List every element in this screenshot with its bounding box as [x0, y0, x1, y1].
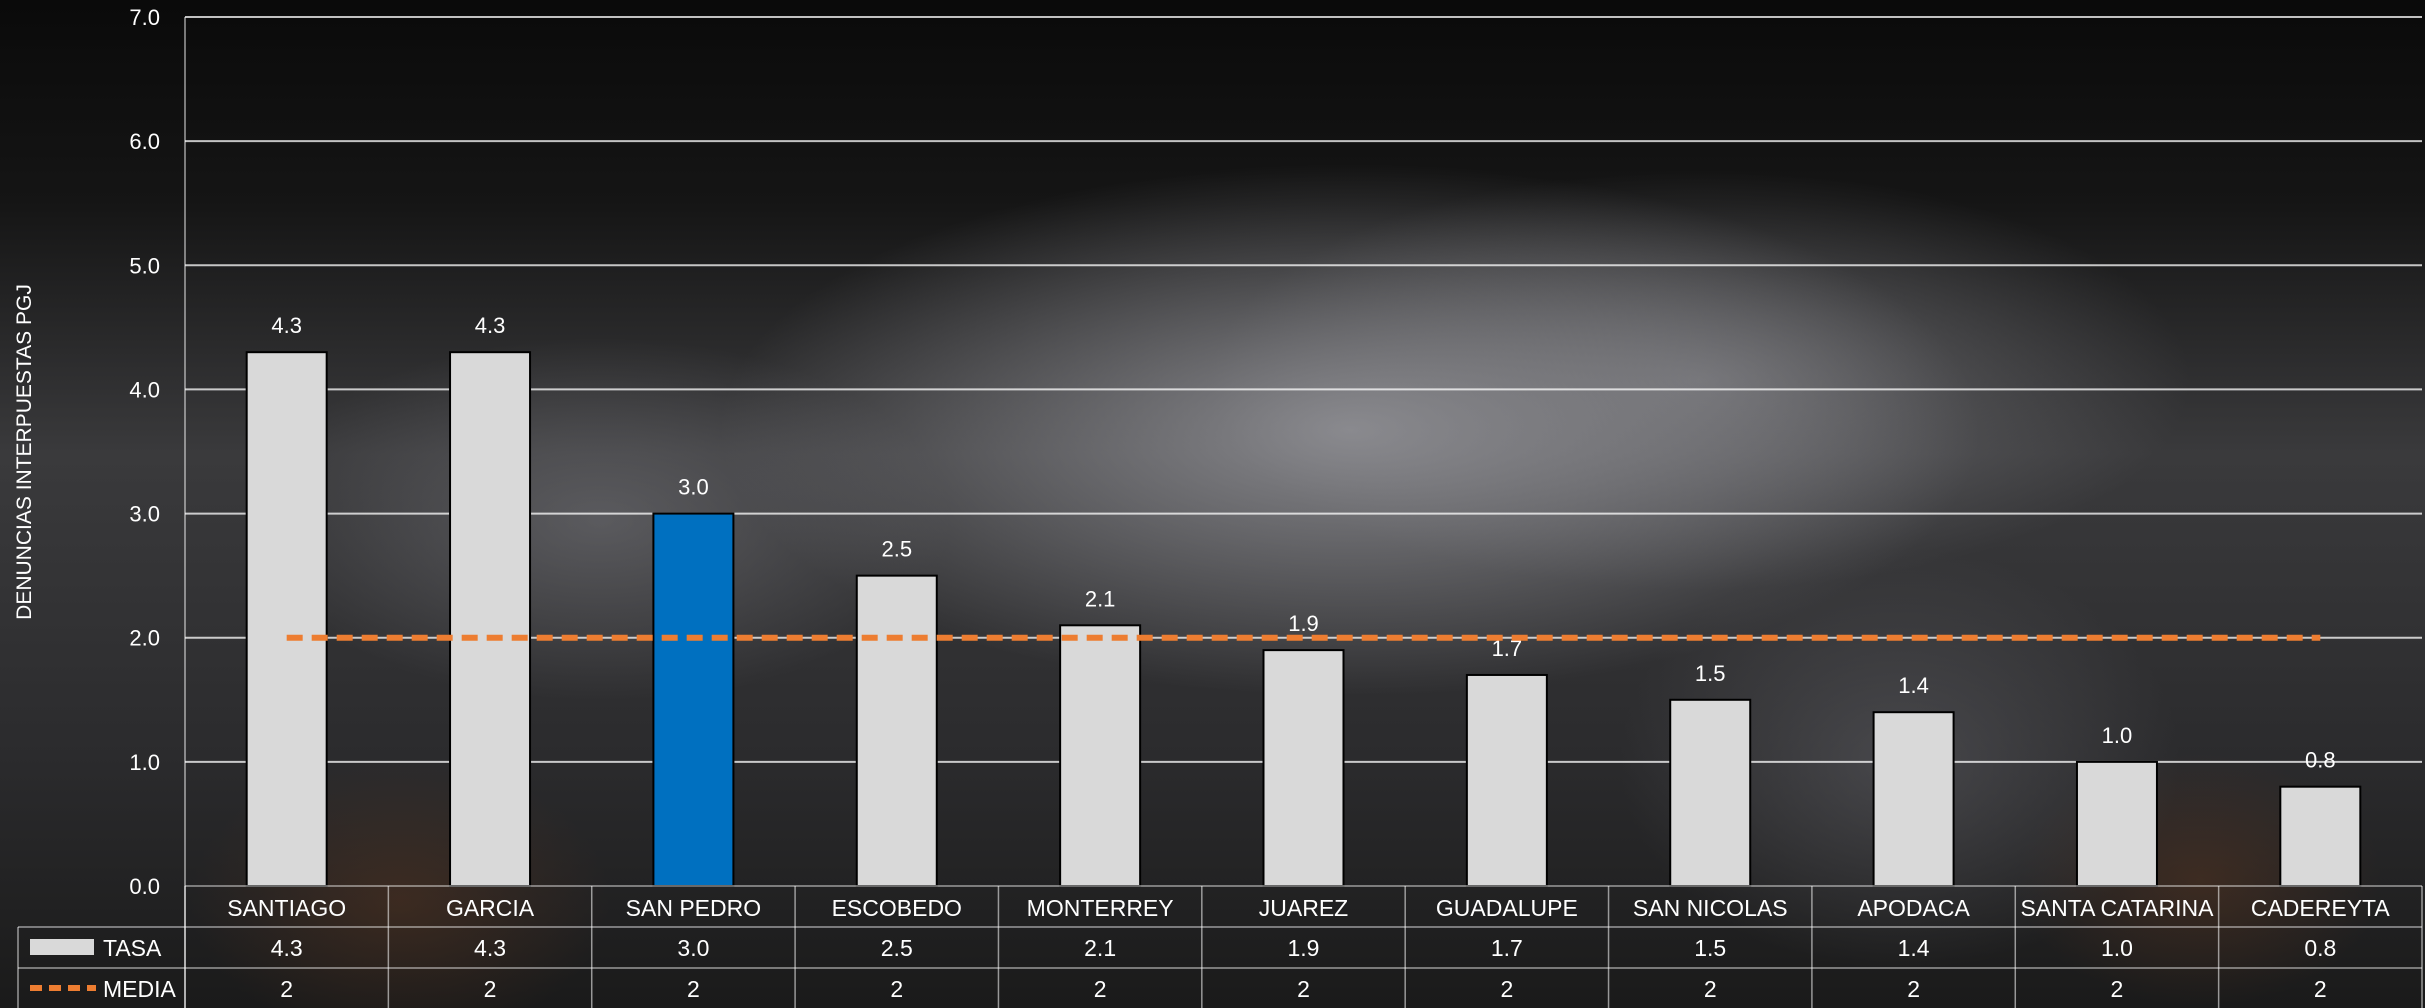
category-label: SANTA CATARINA	[2020, 895, 2214, 921]
bar-data-label: 0.8	[2305, 748, 2336, 773]
bar	[1872, 711, 1955, 888]
category-label: SAN NICOLAS	[1633, 895, 1788, 921]
category-label: ESCOBEDO	[832, 895, 962, 921]
media-value-cell: 2	[1297, 976, 1310, 1002]
media-value-cell: 2	[2314, 976, 2327, 1002]
category-label: GARCIA	[446, 895, 535, 921]
bar	[2075, 760, 2158, 887]
media-value-cell: 2	[1907, 976, 1920, 1002]
bar-data-label: 1.4	[1898, 673, 1929, 698]
bar-data-label: 4.3	[475, 313, 506, 338]
category-label: MONTERREY	[1027, 895, 1174, 921]
bars	[245, 351, 2362, 888]
category-label: APODACA	[1857, 895, 1970, 921]
media-value-cell: 2	[484, 976, 497, 1002]
tasa-legend-key	[30, 939, 94, 955]
gridlines	[184, 16, 2422, 1008]
media-value-cell: 2	[280, 976, 293, 1002]
category-label: SANTIAGO	[227, 895, 346, 921]
bar-data-label: 4.3	[271, 313, 302, 338]
bar	[245, 351, 328, 887]
category-label: CADEREYTA	[2251, 895, 2391, 921]
bar	[2279, 785, 2362, 888]
y-axis-ticks: 0.0 1.0 2.0 3.0 4.0 5.0 6.0 7.0	[129, 5, 160, 899]
tasa-value-cell: 1.9	[1288, 935, 1320, 961]
tasa-value-cell: 1.7	[1491, 935, 1523, 961]
y-tick-label: 6.0	[129, 129, 160, 154]
y-tick-label: 3.0	[129, 502, 160, 527]
tasa-series-name: TASA	[103, 935, 162, 961]
y-tick-label: 1.0	[129, 750, 160, 775]
bar	[1465, 673, 1548, 888]
bar-data-label: 1.5	[1695, 661, 1726, 686]
media-value-cell: 2	[1500, 976, 1513, 1002]
media-series-name: MEDIA	[103, 976, 177, 1002]
category-label: GUADALUPE	[1436, 895, 1578, 921]
bar	[855, 574, 938, 888]
y-axis-label: DENUNCIAS INTERPUESTAS PGJ	[13, 284, 36, 620]
media-value-cell: 2	[687, 976, 700, 1002]
bar	[652, 512, 735, 887]
bar-data-label: 1.9	[1288, 611, 1319, 636]
media-value-cell: 2	[1094, 976, 1107, 1002]
category-label: JUAREZ	[1259, 895, 1348, 921]
y-tick-label: 2.0	[129, 626, 160, 651]
tasa-value-cell: 1.4	[1898, 935, 1930, 961]
bar-data-label: 3.0	[678, 475, 709, 500]
tasa-value-cell: 1.5	[1694, 935, 1726, 961]
media-value-cell: 2	[1704, 976, 1717, 1002]
bar-data-labels: 4.3 4.33.02.52.11.91.71.5 1.41.00.8	[271, 313, 2335, 773]
bar	[1669, 698, 1752, 887]
y-tick-label: 4.0	[129, 377, 160, 402]
tasa-value-cell: 0.8	[2304, 935, 2336, 961]
bar-data-label: 2.5	[881, 537, 912, 562]
bar	[1059, 624, 1142, 887]
bar	[1262, 649, 1345, 888]
media-value-cell: 2	[2111, 976, 2124, 1002]
bar-data-label: 2.1	[1085, 586, 1116, 611]
tasa-value-cell: 2.5	[881, 935, 913, 961]
category-label: SAN PEDRO	[626, 895, 761, 921]
tasa-value-cell: 4.3	[271, 935, 303, 961]
bar	[449, 351, 532, 887]
media-value-cell: 2	[890, 976, 903, 1002]
tasa-value-cell: 1.0	[2101, 935, 2133, 961]
bar-data-label: 1.0	[2102, 723, 2133, 748]
tasa-value-cell: 2.1	[1084, 935, 1116, 961]
y-tick-label: 7.0	[129, 5, 160, 30]
tasa-value-cell: 4.3	[474, 935, 506, 961]
tasa-value-cell: 3.0	[677, 935, 709, 961]
y-tick-label: 0.0	[129, 874, 160, 899]
data-table: SANTIAGO GARCIA SAN PEDRO ESCOBEDO MONTERREY…	[17, 885, 2423, 1008]
y-tick-label: 5.0	[129, 253, 160, 278]
